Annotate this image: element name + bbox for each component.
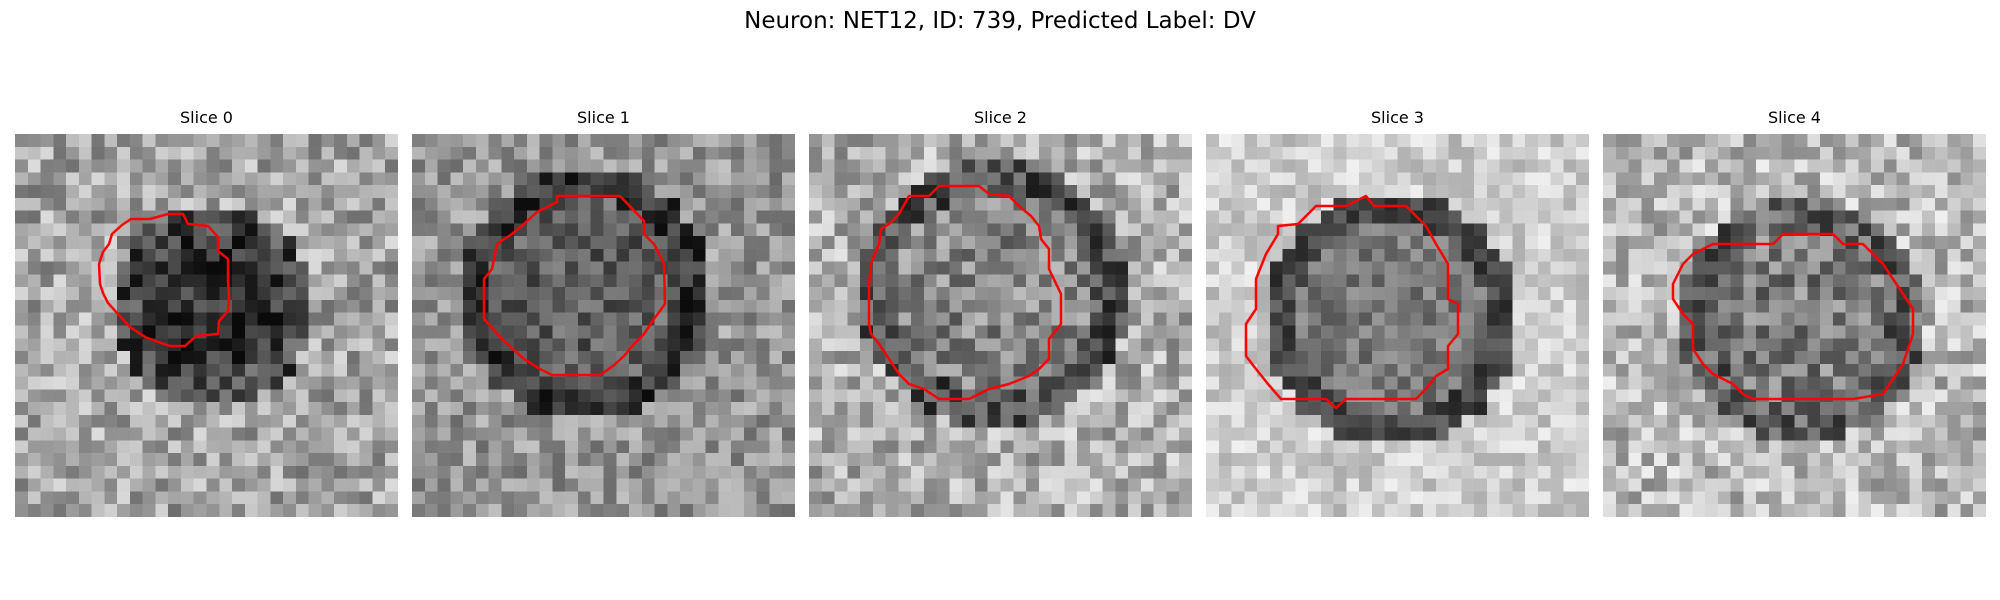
slice-title: Slice 4	[1768, 108, 1821, 127]
slice-title: Slice 2	[974, 108, 1027, 127]
figure-title: Neuron: NET12, ID: 739, Predicted Label:…	[744, 8, 1256, 34]
slice-pixels	[1206, 134, 1589, 517]
slice-title: Slice 3	[1371, 108, 1424, 127]
slice-image	[15, 134, 398, 517]
slice-pixels	[809, 134, 1192, 517]
slice-pixels	[15, 134, 398, 517]
slice-title: Slice 0	[180, 108, 233, 127]
roi-contour	[97, 212, 231, 348]
slice-panel-0: Slice 0	[15, 108, 398, 517]
roi-contour	[1671, 232, 1915, 401]
slice-image	[412, 134, 795, 517]
slice-panel-1: Slice 1	[412, 108, 795, 517]
slice-image	[809, 134, 1192, 517]
roi-contour	[867, 184, 1063, 401]
slice-pixels	[1603, 134, 1986, 517]
roi-contour	[1244, 194, 1460, 410]
slice-title: Slice 1	[577, 108, 630, 127]
slice-image	[1603, 134, 1986, 517]
slice-image	[1206, 134, 1589, 517]
slice-pixels	[412, 134, 795, 517]
slice-panel-3: Slice 3	[1206, 108, 1589, 517]
slice-panel-4: Slice 4	[1603, 108, 1986, 517]
roi-contour	[482, 194, 667, 377]
slice-panel-2: Slice 2	[809, 108, 1192, 517]
